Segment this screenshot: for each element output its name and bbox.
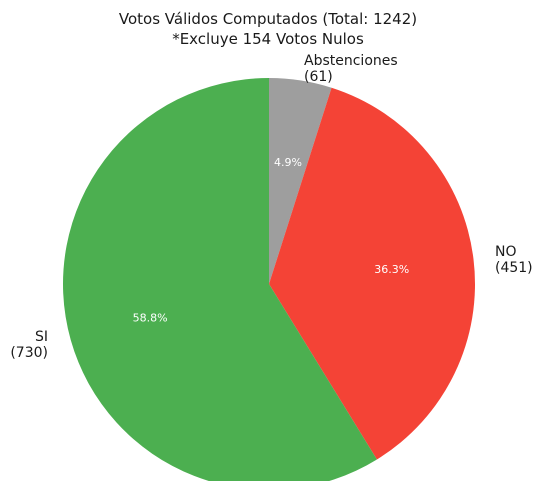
chart-title: Votos Válidos Computados (Total: 1242) [119,10,417,28]
slice-name-label: Abstenciones [304,53,398,69]
pie-slices [63,78,476,485]
slice-count-label: (730) [10,345,48,361]
slice-percent-label: 4.9% [274,156,302,169]
slice-percent-label: 36.3% [374,263,409,276]
slice-count-label: (451) [495,260,533,276]
pie-slice-si [63,78,377,485]
slice-name-label: NO [495,244,517,260]
slice-count-label: (61) [304,69,333,85]
pie-labels: 4.9% Abstenciones(61) 36.3% NO(451) 58.8% SI(… [10,53,532,361]
chart-subtitle: *Excluye 154 Votos Nulos [172,30,364,48]
slice-name-label: SI [35,329,48,345]
slice-percent-label: 58.8% [133,312,168,325]
pie-slice-abstenciones [269,78,332,284]
pie-slice-no [269,87,476,460]
